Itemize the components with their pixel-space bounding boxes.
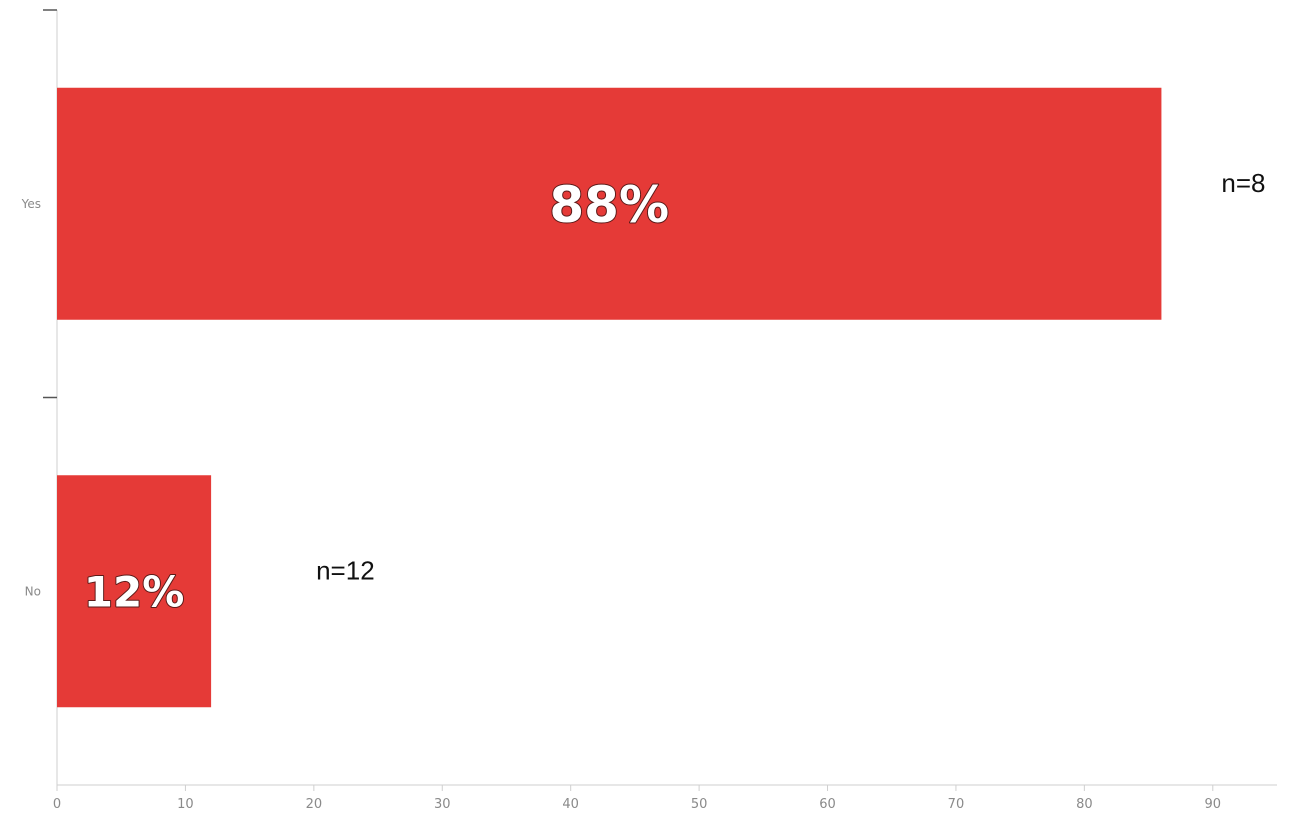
sample-size-label: n=12 [316,555,375,585]
axes: 0 10 20 30 40 50 60 70 80 90 [43,9,1277,812]
x-tick-label: 30 [434,797,451,812]
data-label-yes: 88% [549,176,669,234]
x-tick-label: 50 [691,797,708,812]
y-category-label: Yes [21,197,41,211]
data-label-no: 12% [84,567,185,616]
x-tick-label: 10 [177,797,194,812]
bar-no [57,475,212,708]
x-tick-label: 40 [562,797,579,812]
bar-yes [57,87,1162,320]
labels: Yes 88% n=8 No 12% n=12 [21,168,1266,618]
x-tick-label: 80 [1076,797,1093,812]
x-tick-label: 60 [819,797,836,812]
x-tick-label: 70 [948,797,965,812]
y-category-label: No [25,584,41,598]
x-tick-label: 90 [1205,797,1222,812]
sample-size-label: n=8 [1221,168,1265,198]
x-tick-label: 20 [306,797,323,812]
x-tick-label: 0 [53,797,61,812]
bars [57,87,1162,708]
